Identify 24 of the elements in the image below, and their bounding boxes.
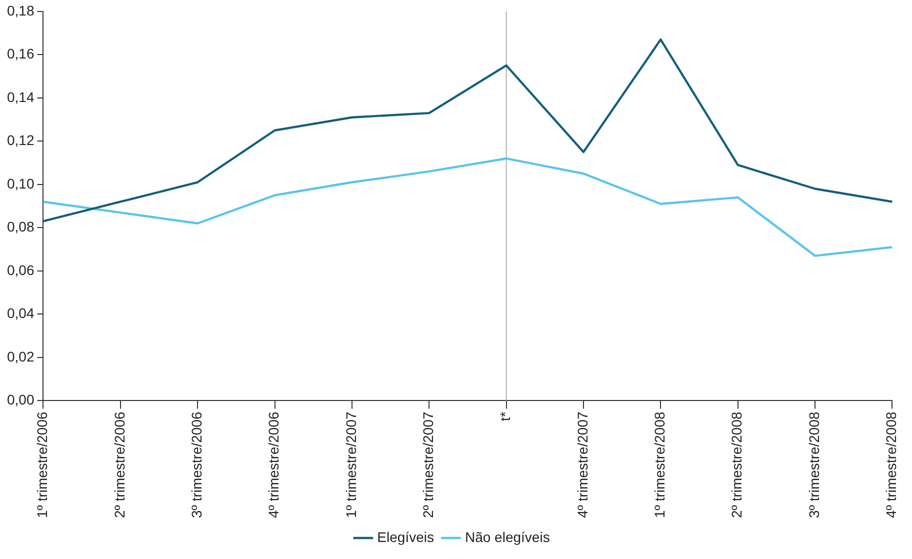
x-tick-label: 2º trimestre/2006 — [111, 412, 128, 518]
legend-label: Elegíveis — [377, 528, 434, 545]
x-tick-label: 3º trimestre/2008 — [806, 412, 822, 518]
y-tick-label: 0,10 — [7, 175, 34, 192]
y-tick-label: 0,16 — [7, 46, 34, 62]
x-tick-label: 4º trimestre/2006 — [266, 412, 282, 518]
x-tick-label: t* — [497, 411, 514, 422]
x-tick-label: 1º trimestre/2008 — [652, 412, 668, 518]
y-tick-label: 0,14 — [7, 88, 34, 105]
y-tick-label: 0,04 — [7, 305, 34, 322]
x-tick-label: 1º trimestre/2006 — [34, 412, 50, 518]
x-tick-label: 4º trimestre/2008 — [883, 412, 900, 518]
y-tick-label: 0,00 — [7, 392, 34, 408]
y-tick-label: 0,02 — [7, 348, 34, 364]
x-tick-label: 2º trimestre/2007 — [420, 412, 436, 518]
x-tick-label: 3º trimestre/2006 — [188, 412, 204, 518]
x-tick-label: 1º trimestre/2007 — [342, 412, 359, 518]
y-tick-label: 0,08 — [7, 218, 34, 235]
x-tick-label: 4º trimestre/2007 — [574, 412, 590, 518]
y-tick-label: 0,12 — [7, 132, 34, 148]
x-tick-label: 2º trimestre/2008 — [728, 412, 745, 518]
legend-label: Não elegíveis — [464, 528, 550, 545]
y-tick-label: 0,18 — [7, 2, 34, 18]
y-tick-label: 0,06 — [7, 262, 34, 278]
